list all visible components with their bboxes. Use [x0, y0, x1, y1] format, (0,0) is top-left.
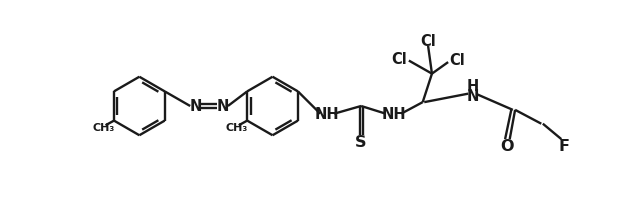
Text: Cl: Cl	[449, 53, 465, 68]
Text: N: N	[216, 99, 228, 114]
Text: CH₃: CH₃	[225, 122, 248, 132]
Text: N: N	[189, 99, 202, 114]
Text: N: N	[467, 88, 479, 103]
Text: O: O	[500, 138, 514, 153]
Text: NH: NH	[314, 107, 339, 122]
Text: S: S	[355, 134, 367, 149]
Text: CH₃: CH₃	[92, 122, 115, 132]
Text: Cl: Cl	[392, 51, 408, 67]
Text: Cl: Cl	[420, 34, 436, 49]
Text: F: F	[558, 138, 569, 153]
Text: H: H	[467, 78, 479, 93]
Text: NH: NH	[381, 107, 406, 122]
